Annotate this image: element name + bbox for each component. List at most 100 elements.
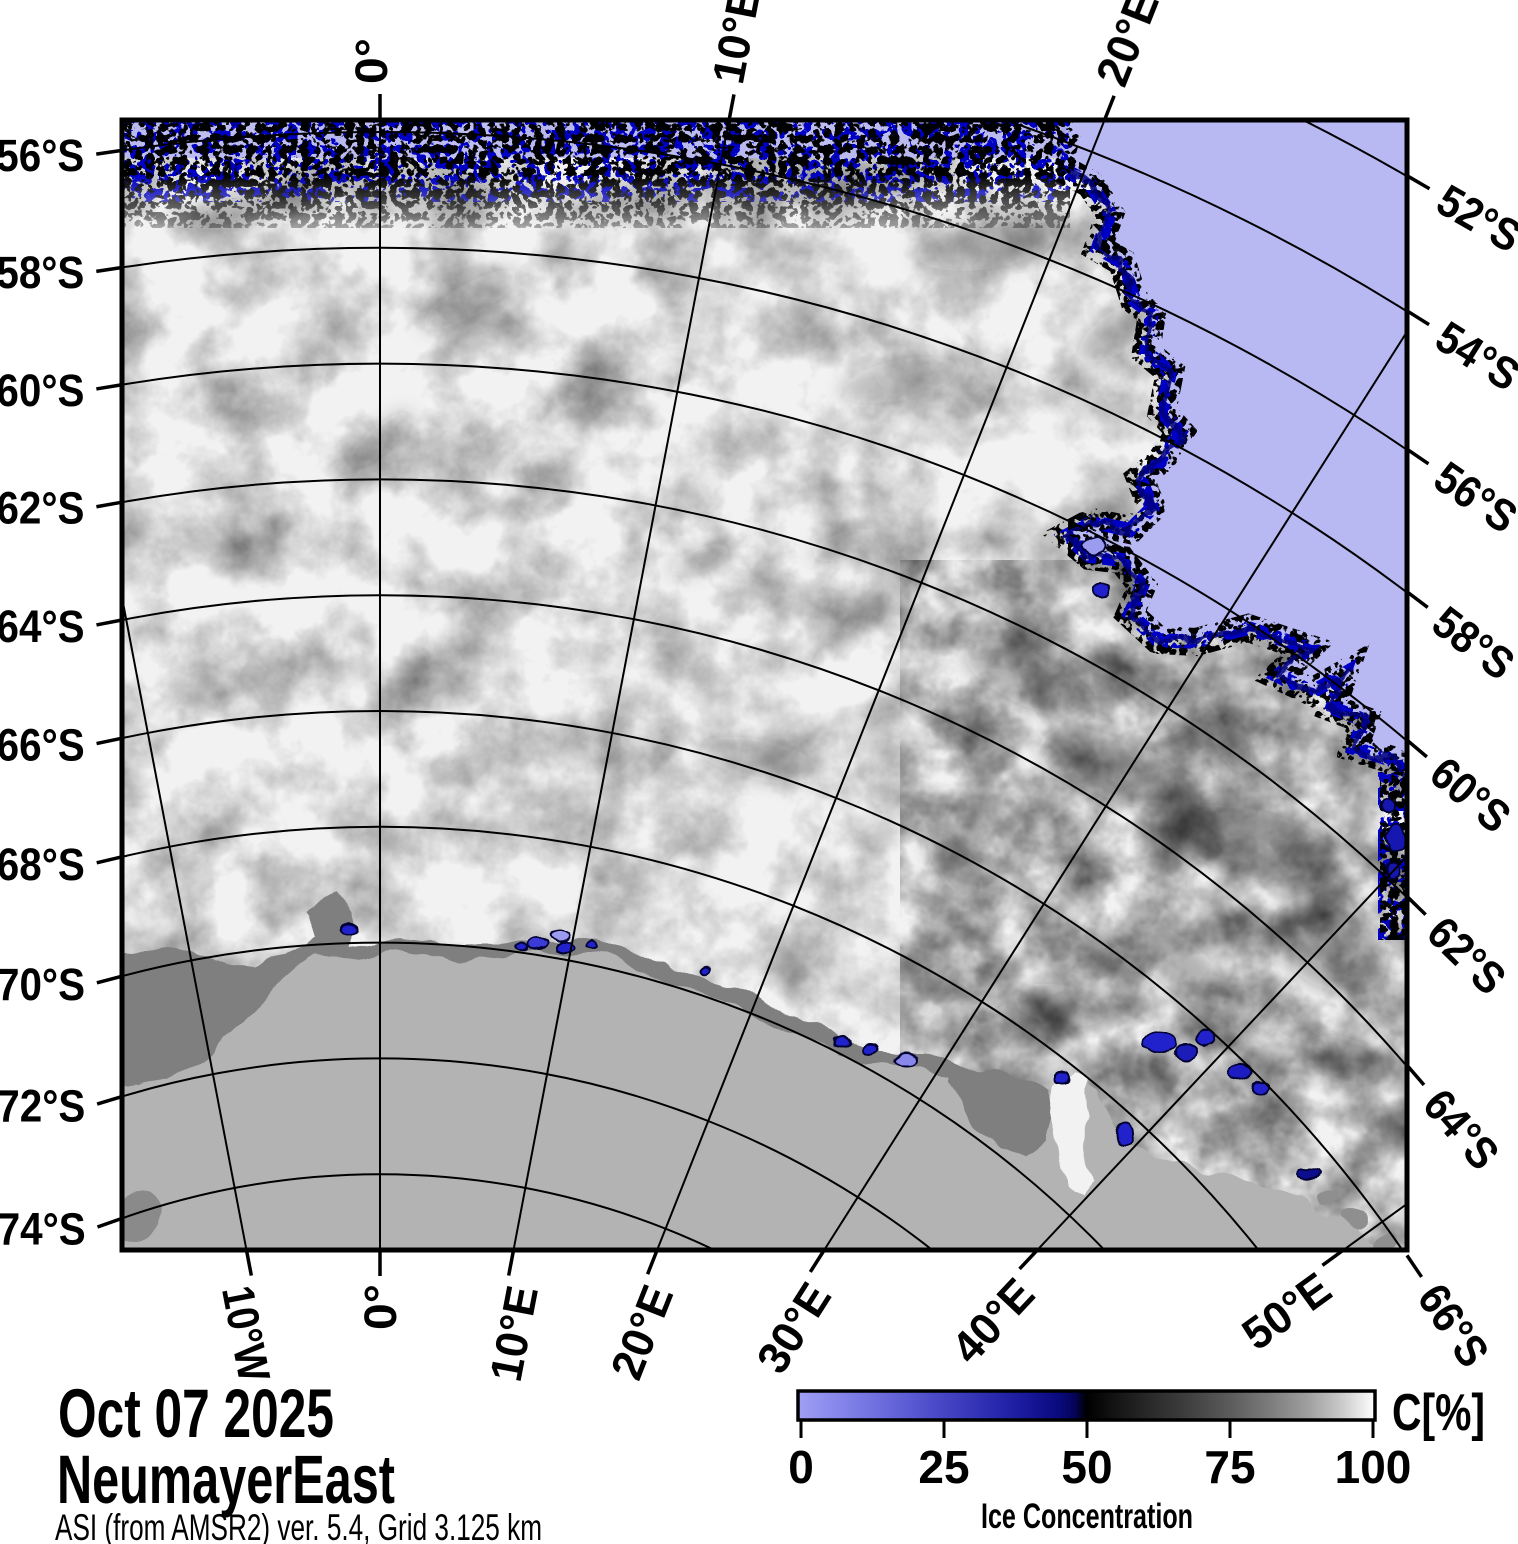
latitude-tick-right-58S bbox=[1405, 590, 1429, 609]
latitude-label-left-56S: 56°S bbox=[0, 130, 84, 181]
polynya-spot bbox=[528, 938, 548, 950]
polynya-spot bbox=[515, 941, 529, 951]
longitude-label-bottom-0: 0° bbox=[355, 1284, 406, 1330]
meridian-line-40E bbox=[1036, 855, 1406, 1249]
colorbar-tick-label: 100 bbox=[1335, 1441, 1412, 1493]
latitude-label-right-64S: 64°S bbox=[1413, 1079, 1509, 1179]
ice-smudge bbox=[421, 269, 519, 331]
longitude-label-bottom-30: 30°E bbox=[747, 1274, 842, 1382]
latitude-tick-left-68S bbox=[96, 855, 123, 865]
polynya-spot bbox=[1082, 537, 1106, 555]
ice-smudge bbox=[915, 219, 1055, 271]
antarctic-land bbox=[123, 892, 1400, 1249]
coastal-shelf-blob bbox=[946, 1060, 1052, 1154]
polynya-spot bbox=[1296, 1168, 1324, 1180]
longitude-tick-top-20 bbox=[1102, 95, 1116, 121]
polynya-spot bbox=[1380, 798, 1396, 814]
polynya-spot bbox=[585, 939, 599, 949]
longitude-tick-bottom-40 bbox=[1018, 1248, 1039, 1271]
source-label: ASI (from AMSR2) ver. 5.4, Grid 3.125 km bbox=[55, 1507, 542, 1544]
latitude-tick-right-52S bbox=[1406, 174, 1431, 191]
meridian-line-10E bbox=[512, 121, 730, 1249]
ice-smudge bbox=[667, 543, 733, 577]
meridian-line-30E bbox=[823, 331, 1406, 1249]
meridian-line-50E bbox=[1343, 1203, 1406, 1249]
latitude-label-right-66S: 66°S bbox=[1408, 1275, 1500, 1376]
ice-smudge bbox=[699, 736, 821, 784]
land-patch bbox=[1338, 1209, 1366, 1227]
latitude-tick-right-54S bbox=[1406, 309, 1430, 327]
latitude-label-left-62S: 62°S bbox=[0, 483, 84, 534]
polynya-spot bbox=[832, 1035, 852, 1049]
latitude-tick-left-58S bbox=[96, 265, 123, 274]
polynya-spot bbox=[700, 967, 712, 977]
polynya-spot bbox=[1174, 1043, 1198, 1061]
longitude-label-bottom-20: 20°E bbox=[600, 1278, 683, 1386]
latitude-label-right-58S: 58°S bbox=[1423, 596, 1518, 690]
longitude-tick-bottom-10 bbox=[506, 1249, 516, 1276]
colorbar-axis-label: Ice Concentration bbox=[981, 1497, 1193, 1536]
longitude-label-top-0: 0° bbox=[346, 38, 397, 84]
longitude-tick-top-10 bbox=[727, 94, 736, 121]
polynya-spot bbox=[549, 929, 571, 943]
polynya-spot bbox=[1092, 582, 1112, 598]
polynya-spot bbox=[1227, 1063, 1253, 1081]
latitude-tick-right-62S bbox=[1405, 895, 1427, 916]
latitude-tick-left-72S bbox=[96, 1094, 123, 1106]
land-patch bbox=[123, 1186, 160, 1246]
latitude-tick-left-74S bbox=[96, 1216, 123, 1229]
polynya-spot bbox=[1386, 823, 1406, 853]
latitude-label-right-62S: 62°S bbox=[1417, 907, 1516, 1005]
marginal-ice-zone bbox=[123, 121, 1070, 228]
land-patch bbox=[1320, 1193, 1340, 1207]
longitude-label-bottom-10: 10°E bbox=[480, 1282, 548, 1386]
latitude-label-left-60S: 60°S bbox=[0, 365, 84, 416]
latitude-tick-left-60S bbox=[96, 382, 123, 391]
longitude-label-bottom--10: 10°W bbox=[212, 1282, 280, 1386]
polynya-spot bbox=[894, 1053, 918, 1067]
latitude-label-left-74S: 74°S bbox=[0, 1204, 86, 1255]
longitude-label-top-20: 20°E bbox=[1086, 0, 1169, 93]
latitude-label-left-72S: 72°S bbox=[0, 1080, 85, 1131]
latitude-tick-left-62S bbox=[96, 500, 123, 509]
colorbar-unit-label: C[%] bbox=[1392, 1384, 1485, 1442]
colorbar-ticks: 0 25 50 75 100 bbox=[788, 1420, 1411, 1493]
right-edge-ice-band bbox=[1378, 772, 1406, 940]
latitude-tick-right-56S bbox=[1406, 447, 1430, 466]
longitude-label-bottom-40: 40°E bbox=[941, 1268, 1044, 1373]
colorbar-tick-label: 75 bbox=[1204, 1441, 1255, 1493]
polynya-spot bbox=[1384, 860, 1400, 880]
region-label: NeumayerEast bbox=[57, 1441, 395, 1518]
latitude-tick-left-66S bbox=[96, 736, 123, 746]
latitude-label-left-68S: 68°S bbox=[0, 839, 85, 890]
latitude-label-left-70S: 70°S bbox=[0, 959, 85, 1010]
colorbar-tick-label: 0 bbox=[788, 1441, 814, 1493]
date-label: Oct 07 2025 bbox=[58, 1375, 334, 1452]
meridian-line-20E bbox=[656, 121, 1106, 1249]
latitude-label-left-66S: 66°S bbox=[0, 720, 85, 771]
coastal-shelf-band bbox=[123, 892, 1046, 1100]
polynya-spot bbox=[1053, 1071, 1071, 1085]
latitude-tick-left-64S bbox=[96, 618, 123, 627]
colorbar: 0 25 50 75 100 C[%] Ice Concentration bbox=[788, 1384, 1485, 1536]
latitude-label-right-60S: 60°S bbox=[1421, 747, 1518, 843]
colorbar-gradient-bar bbox=[796, 1389, 1377, 1422]
ice-smudge bbox=[810, 528, 880, 562]
polynyas bbox=[340, 537, 1406, 1180]
longitude-tick-bottom-30 bbox=[808, 1249, 826, 1273]
longitude-tick-bottom-20 bbox=[645, 1249, 659, 1275]
latitude-label-right-54S: 54°S bbox=[1427, 311, 1518, 401]
meridian-line--10E bbox=[123, 597, 248, 1249]
ice-edge-line bbox=[1054, 121, 1406, 779]
miz-black-speckle bbox=[123, 121, 1070, 228]
latitude-tick-right-66S bbox=[1405, 1254, 1424, 1278]
polynya-spot bbox=[340, 923, 360, 937]
latitude-tick-left-70S bbox=[96, 974, 123, 985]
longitude-label-top-10: 10°E bbox=[702, 0, 770, 88]
polynya-spot bbox=[862, 1044, 878, 1056]
longitude-label-bottom-50: 50°E bbox=[1233, 1262, 1341, 1360]
latitude-tick-right-64S bbox=[1405, 1064, 1426, 1087]
colorbar-tick-label: 50 bbox=[1061, 1441, 1112, 1493]
latitude-tick-right-60S bbox=[1405, 738, 1428, 759]
